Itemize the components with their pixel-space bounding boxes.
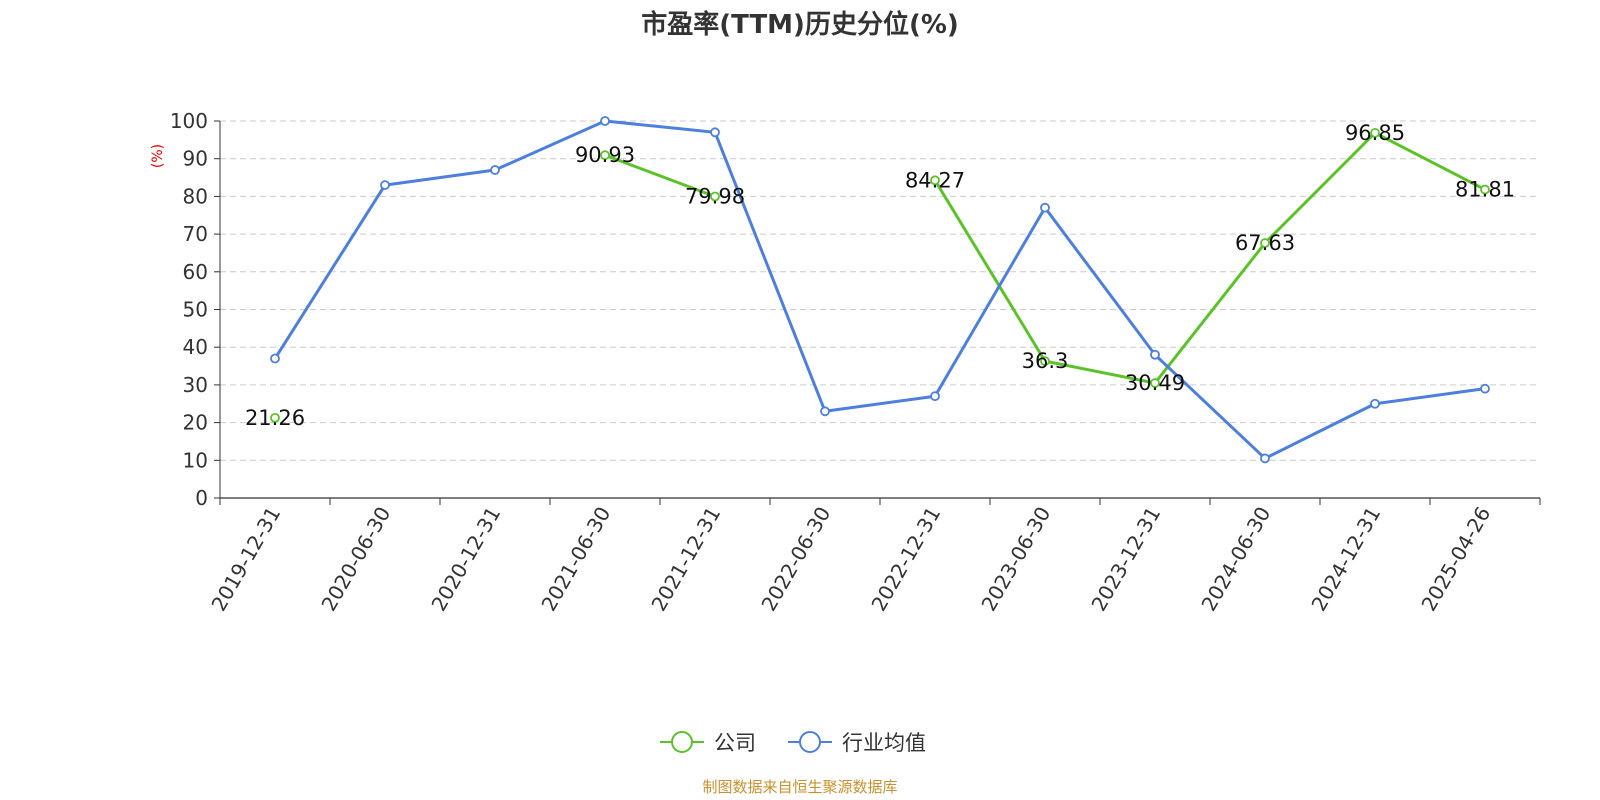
x-tick-label: 2025-04-26	[1416, 503, 1495, 616]
y-tick-label: 20	[183, 411, 208, 435]
legend-item[interactable]: 行业均值	[788, 731, 926, 755]
data-labels: 21.26 90.93 79.98 84.27 36.3 30.49 67.63 96.85 8…	[245, 121, 1515, 430]
x-tick-label: 2020-06-30	[316, 503, 395, 616]
data-point	[1040, 202, 1050, 213]
data-point	[1260, 238, 1270, 248]
axes: 0 10 20 30 40 50 60 70 80 90 100 2019-12-31 2020-06-…	[170, 109, 1541, 616]
source-note: 制图数据来自恒生聚源数据库	[702, 778, 897, 796]
data-point	[600, 150, 610, 161]
legend-marker	[799, 731, 821, 753]
legend-marker	[671, 731, 693, 753]
y-tick-label: 40	[183, 335, 208, 359]
y-tick-label: 30	[183, 373, 208, 397]
data-label: 96.85	[1345, 121, 1405, 145]
legend-item[interactable]: 公司	[660, 731, 756, 755]
data-point	[380, 180, 390, 190]
data-label: 36.3	[1022, 349, 1069, 373]
data-label: 90.93	[575, 143, 635, 167]
x-tick-label: 2023-06-30	[976, 503, 1055, 616]
data-point	[490, 165, 500, 175]
data-point	[820, 406, 830, 417]
legend-label: 公司	[714, 731, 756, 755]
data-label: 30.49	[1125, 371, 1185, 395]
data-point	[930, 391, 940, 402]
x-tick-label: 2019-12-31	[206, 503, 285, 616]
data-point	[600, 116, 610, 126]
data-point	[1480, 184, 1490, 195]
x-tick-label: 2023-12-31	[1086, 503, 1165, 616]
series-1	[270, 127, 1490, 423]
legend[interactable]: 公司 行业均值	[660, 731, 926, 755]
data-point	[930, 175, 940, 186]
data-point	[1480, 383, 1490, 394]
data-label: 84.27	[905, 168, 965, 192]
y-tick-label: 100	[170, 109, 208, 133]
x-tick-label: 2024-12-31	[1306, 503, 1385, 616]
x-tick-label: 2022-06-30	[756, 503, 835, 616]
data-point	[270, 412, 280, 423]
data-point	[1040, 356, 1050, 367]
y-tick-label: 50	[183, 298, 208, 322]
y-tick-label: 60	[183, 260, 208, 284]
data-point	[710, 127, 720, 138]
x-tick-label: 2021-12-31	[646, 503, 725, 616]
data-label: 81.81	[1455, 178, 1515, 202]
x-tick-label: 2021-06-30	[536, 503, 615, 616]
x-tick-label: 2020-12-31	[426, 503, 505, 616]
y-tick-label: 10	[183, 448, 208, 472]
y-tick-label: 90	[183, 147, 208, 171]
legend-label: 行业均值	[842, 731, 926, 755]
series-line	[273, 119, 1486, 460]
data-point	[1370, 127, 1380, 138]
series-line	[604, 153, 716, 198]
y-tick-label: 80	[183, 184, 208, 208]
x-tick-label: 2024-06-30	[1196, 503, 1275, 616]
y-axis-unit-label: (%)	[150, 144, 166, 168]
data-label: 79.98	[685, 184, 745, 208]
data-point	[1150, 378, 1160, 388]
series-line	[933, 131, 1486, 385]
y-tick-label: 70	[183, 222, 208, 246]
data-point	[1370, 398, 1380, 409]
series-lines	[270, 116, 1490, 464]
y-tick-label: 0	[195, 486, 208, 510]
series-2	[270, 116, 1490, 464]
data-point	[1260, 453, 1270, 464]
x-tick-label: 2022-12-31	[866, 503, 945, 616]
data-point	[710, 191, 720, 202]
data-point	[1150, 349, 1160, 360]
data-label: 67.63	[1235, 231, 1295, 255]
grid-lines	[220, 120, 1540, 461]
chart-title: 市盈率(TTM)历史分位(%)	[641, 9, 959, 40]
data-label: 21.26	[245, 406, 305, 430]
data-point	[270, 353, 280, 364]
